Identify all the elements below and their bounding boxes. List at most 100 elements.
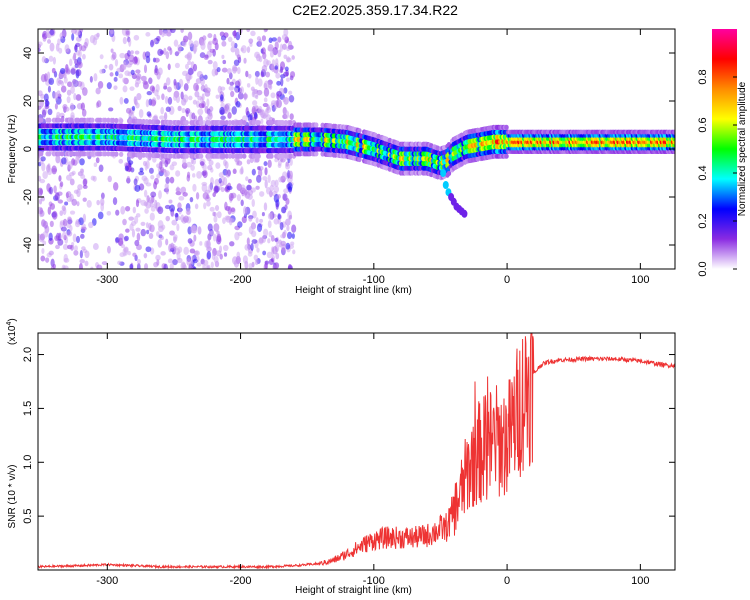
- spectrogram-noise-dot: [156, 231, 160, 237]
- spectrogram-noise-dot: [220, 176, 226, 183]
- spectrogram-noise-dot: [135, 227, 141, 232]
- spectrogram-noise-dot: [125, 63, 132, 68]
- spectrogram-noise-dot: [247, 251, 253, 257]
- spectrogram-ridge-cell: [251, 120, 257, 126]
- spectrogram-noise-dot: [216, 211, 222, 219]
- spectrogram-ridge-cell: [418, 141, 423, 147]
- spectrogram-noise-dot: [127, 251, 131, 256]
- spectrogram-noise-dot: [65, 69, 71, 75]
- spectrogram-ridge-cell: [38, 151, 44, 157]
- spectrogram-ridge-cell: [110, 151, 116, 157]
- spectrogram-noise-dot: [207, 165, 213, 171]
- spectrogram-noise-dot: [246, 159, 251, 165]
- spectrogram-noise-dot: [135, 79, 141, 85]
- spectrogram-noise-dot: [73, 189, 79, 194]
- spectrogram-noise-dot: [203, 202, 207, 210]
- spectrogram-noise-dot: [96, 199, 101, 206]
- spectrogram-noise-dot: [84, 260, 89, 267]
- spectrogram-noise-dot: [281, 206, 287, 214]
- spectrogram-noise-dot: [268, 258, 274, 266]
- y-tick-label: 1.5: [22, 401, 34, 416]
- spectrogram-ridge-cell: [333, 123, 338, 129]
- spectrogram-noise-dot: [255, 94, 259, 100]
- spectrogram-noise-dot: [231, 64, 238, 74]
- spectrogram-noise-dot: [64, 44, 70, 53]
- spectrogram-x-axis: -300 -200 -100 0 100: [96, 29, 650, 286]
- spectrogram-noise-dot: [148, 232, 154, 240]
- spectrogram-noise-dot: [279, 43, 284, 52]
- spectrogram-noise-dot: [154, 64, 158, 74]
- spectrogram-noise-dot: [232, 256, 238, 265]
- spectrogram-noise-dot: [282, 43, 287, 50]
- x-tick-label: 0: [504, 575, 510, 587]
- spectrogram-noise-dot: [289, 113, 294, 121]
- spectrogram-noise-dot: [170, 211, 175, 218]
- spectrogram-ridge-cell: [46, 151, 52, 157]
- spectrogram-noise-dot: [208, 159, 214, 166]
- spectrogram-noise-dot: [286, 231, 293, 240]
- colorbar-tick-label: 0.2: [697, 213, 709, 228]
- snr-marks: [38, 333, 675, 570]
- spectrogram-noise-dot: [122, 85, 128, 93]
- spectrogram-noise-dot: [226, 106, 231, 113]
- spectrogram-ridge-cell: [118, 118, 124, 124]
- spectrogram-noise-dot: [263, 29, 267, 33]
- spectrogram-noise-dot: [267, 174, 271, 184]
- spectrogram-noise-dot: [251, 198, 255, 208]
- spectrogram-noise-dot: [54, 235, 60, 242]
- snr-y-multiplier-prefix: (x10: [7, 325, 18, 345]
- spectrogram-noise-dot: [120, 243, 126, 249]
- spectrogram-noise-dot: [40, 255, 46, 262]
- spectrogram-noise-dot: [175, 170, 181, 177]
- spectrogram-noise-dot: [263, 82, 268, 90]
- spectrogram-noise-dot: [234, 47, 240, 57]
- spectrogram-noise-dot: [290, 241, 295, 246]
- spectrogram-noise-dot: [104, 64, 108, 69]
- spectrogram-noise-dot: [54, 91, 59, 101]
- snr-x-label: Height of straight line (km): [295, 585, 412, 596]
- spectrogram-noise-dot: [69, 225, 73, 232]
- spectrogram-noise-dot: [228, 85, 234, 91]
- spectrogram-noise-dot: [266, 60, 271, 66]
- spectrogram-noise-dot: [240, 199, 244, 207]
- spectrogram-noise-dot: [38, 198, 43, 205]
- spectrogram-noise-dot: [60, 226, 67, 232]
- spectrogram-ridge-cell: [230, 153, 236, 159]
- spectrogram-noise-dot: [255, 217, 259, 224]
- spectrogram-noise-dot: [107, 245, 111, 254]
- spectrogram-noise-dot: [150, 174, 155, 180]
- spectrogram-noise-dot: [170, 242, 174, 251]
- spectrogram-noise-dot: [174, 51, 180, 57]
- spectrogram-noise-dot: [266, 104, 270, 111]
- spectrogram-noise-dot: [118, 158, 124, 164]
- x-tick-label: -100: [363, 274, 385, 286]
- snr-series-line: [38, 333, 675, 570]
- spectrogram-noise-dot: [134, 184, 141, 192]
- spectrogram-noise-dot: [276, 99, 282, 109]
- spectrogram-noise-dot: [115, 71, 119, 77]
- spectrogram-noise-dot: [239, 86, 244, 94]
- spectrogram-ridge-cell: [446, 170, 452, 176]
- spectrogram-noise-dot: [222, 244, 229, 252]
- spectrogram-noise-dot: [120, 206, 126, 215]
- spectrogram-noise-dot: [178, 78, 184, 88]
- spectrogram-noise-dot: [192, 99, 198, 105]
- spectrogram-noise-dot: [41, 162, 46, 172]
- spectrogram-noise-dot: [75, 69, 82, 77]
- spectrogram-noise-dot: [291, 233, 295, 239]
- spectrogram-noise-dot: [50, 265, 55, 269]
- spectrogram-noise-dot: [71, 33, 75, 41]
- spectrogram-noise-dot: [71, 198, 78, 206]
- spectrogram-noise-dot: [281, 243, 286, 252]
- spectrogram-noise-dot: [191, 225, 198, 234]
- spectrogram-noise-dot: [78, 49, 82, 59]
- spectrogram-noise-dot: [242, 206, 247, 216]
- spectrogram-noise-dot: [38, 90, 43, 97]
- spectrogram-ridge-cell: [242, 153, 247, 159]
- spectrogram-noise-dot: [63, 253, 68, 263]
- spectrogram-noise-dot: [98, 164, 104, 172]
- spectrogram-noise-dot: [79, 263, 83, 269]
- spectrogram-noise-dot: [276, 80, 282, 86]
- spectrogram-noise-dot: [216, 230, 220, 235]
